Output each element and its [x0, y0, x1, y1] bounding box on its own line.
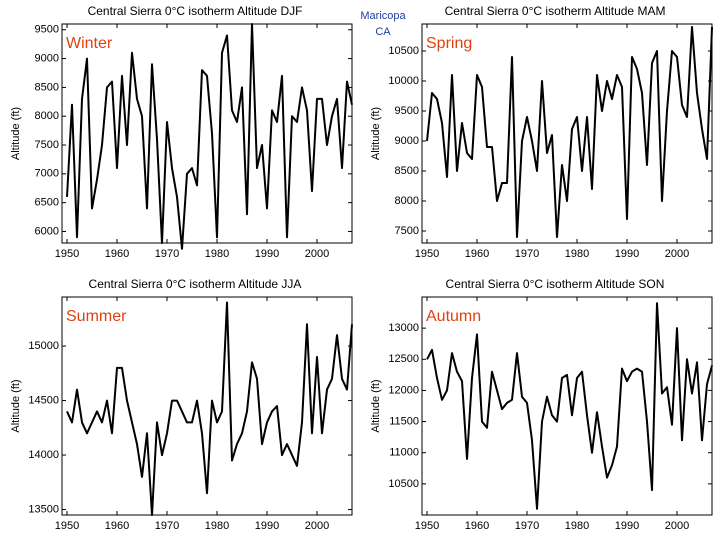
x-tick-label: 1950	[415, 248, 439, 260]
season-label: Spring	[426, 35, 472, 52]
season-label: Summer	[66, 308, 127, 325]
y-tick-label: 9500	[35, 24, 59, 36]
chart-title: Central Sierra 0°C isotherm Altitude JJA	[89, 277, 302, 291]
x-tick-label: 1990	[615, 520, 639, 532]
x-tick-label: 1950	[415, 520, 439, 532]
chart-title: Central Sierra 0°C isotherm Altitude MAM	[445, 4, 666, 18]
y-axis-label: Altitude (ft)	[370, 379, 382, 432]
season-label: Autumn	[426, 308, 481, 325]
x-tick-label: 1980	[205, 248, 229, 260]
y-tick-label: 11500	[389, 415, 419, 427]
y-tick-label: 12500	[388, 353, 419, 365]
x-tick-label: 1960	[465, 520, 489, 532]
x-tick-label: 1980	[565, 248, 589, 260]
x-tick-label: 1970	[155, 248, 179, 260]
x-tick-label: 1960	[105, 248, 129, 260]
x-tick-label: 1960	[465, 248, 489, 260]
data-line	[426, 26, 713, 238]
y-tick-label: 9500	[395, 105, 419, 117]
x-tick-label: 1970	[155, 520, 179, 532]
y-tick-label: 6000	[35, 225, 59, 237]
x-tick-label: 1960	[105, 520, 129, 532]
y-tick-label: 6500	[35, 197, 59, 209]
x-tick-label: 2000	[665, 248, 689, 260]
y-tick-label: 12000	[388, 384, 419, 396]
y-tick-label: 11000	[389, 447, 419, 459]
y-tick-label: 7500	[395, 225, 419, 237]
x-tick-label: 2000	[665, 520, 689, 532]
y-tick-label: 10000	[388, 75, 419, 87]
x-tick-label: 1970	[515, 248, 539, 260]
y-tick-label: 9000	[35, 52, 59, 64]
y-tick-label: 8000	[35, 110, 59, 122]
x-tick-label: 1980	[565, 520, 589, 532]
annotation: Maricopa	[360, 10, 406, 22]
season-label: Winter	[66, 35, 113, 52]
annotation: CA	[375, 26, 391, 38]
y-tick-label: 13000	[388, 322, 419, 334]
y-tick-label: 8000	[395, 195, 419, 207]
y-tick-label: 9000	[395, 135, 419, 147]
x-tick-label: 1970	[515, 520, 539, 532]
data-line	[426, 302, 713, 510]
y-axis-label: Altitude (ft)	[10, 107, 22, 160]
x-tick-label: 1990	[255, 248, 279, 260]
y-axis-label: Altitude (ft)	[10, 379, 22, 432]
x-tick-label: 1990	[615, 248, 639, 260]
x-tick-label: 2000	[305, 248, 329, 260]
y-tick-label: 14000	[28, 449, 59, 461]
x-tick-label: 1950	[55, 248, 79, 260]
x-tick-label: 1950	[55, 520, 79, 532]
x-tick-label: 1990	[255, 520, 279, 532]
y-tick-label: 8500	[395, 165, 419, 177]
y-tick-label: 7000	[35, 168, 59, 180]
y-tick-label: 13500	[28, 503, 59, 515]
y-tick-label: 14500	[28, 394, 59, 406]
y-tick-label: 10500	[388, 45, 419, 57]
y-tick-label: 15000	[28, 340, 59, 352]
x-tick-label: 2000	[305, 520, 329, 532]
y-tick-label: 10500	[388, 478, 419, 490]
plot-area	[421, 23, 713, 244]
y-tick-label: 8500	[35, 81, 59, 93]
chart-title: Central Sierra 0°C isotherm Altitude SON	[446, 277, 665, 291]
plot-area	[61, 23, 353, 244]
y-axis-label: Altitude (ft)	[370, 107, 382, 160]
y-tick-label: 7500	[35, 139, 59, 151]
x-tick-label: 1980	[205, 520, 229, 532]
data-line	[66, 23, 353, 250]
data-line	[66, 301, 353, 516]
chart-title: Central Sierra 0°C isotherm Altitude DJF	[88, 4, 303, 18]
